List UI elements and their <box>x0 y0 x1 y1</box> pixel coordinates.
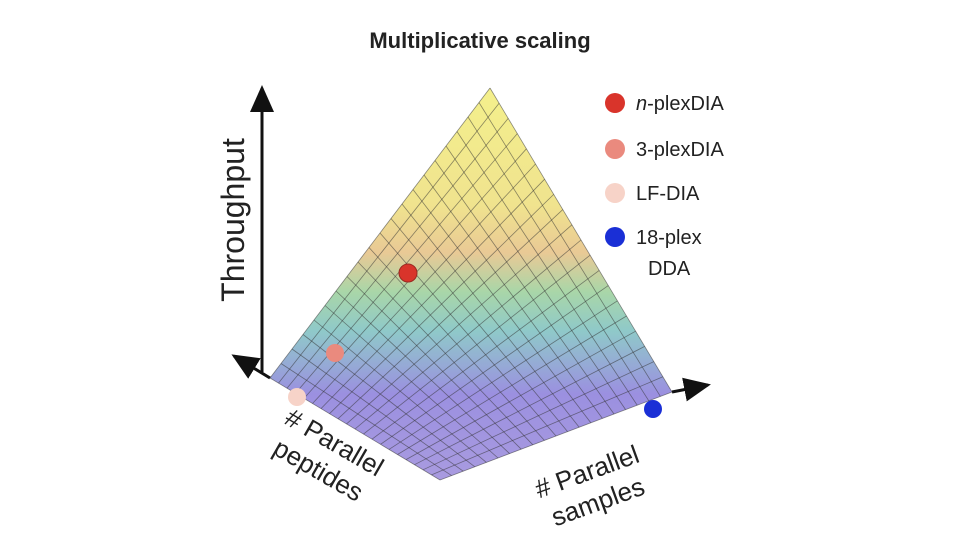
point <box>288 388 306 406</box>
legend-label: DDA <box>648 258 691 280</box>
legend-label-italic: n <box>636 93 647 115</box>
mesh-line <box>431 376 664 476</box>
legend-label: LF-DIA <box>636 183 700 205</box>
legend-marker <box>605 139 625 159</box>
mesh-line <box>422 361 654 471</box>
y-axis-label: Throughput <box>215 138 251 302</box>
legend-marker <box>605 93 625 113</box>
mesh-line <box>397 315 627 455</box>
point <box>644 400 662 418</box>
mesh-line <box>439 391 673 481</box>
title: Multiplicative scaling <box>369 28 590 53</box>
mesh-line <box>388 300 618 450</box>
mesh-line <box>445 145 626 410</box>
point <box>398 263 418 283</box>
mesh-line <box>405 330 636 460</box>
legend-label-rest: -plexDIA <box>647 93 724 115</box>
right-axis <box>671 377 711 402</box>
mesh <box>269 87 673 481</box>
legend-marker <box>605 227 625 247</box>
mesh-line <box>390 218 568 432</box>
mesh-line <box>371 270 600 440</box>
mesh-line <box>380 285 609 445</box>
legend: n-plexDIA 3-plexDIA LF-DIA 18-plex DDA <box>605 93 724 280</box>
mesh-line <box>414 346 645 466</box>
mesh-line <box>456 131 638 406</box>
left-axis <box>231 354 271 380</box>
mesh-line <box>363 254 591 435</box>
mesh-line <box>434 160 615 415</box>
legend-label: n-plexDIA <box>636 93 724 115</box>
mesh-line <box>401 203 580 428</box>
mesh-line <box>412 189 592 424</box>
legend-marker <box>605 183 625 203</box>
surface <box>270 88 672 480</box>
mesh-line <box>423 174 603 419</box>
mesh-line <box>489 87 673 393</box>
right-axis-label: # Parallel samples <box>531 439 649 532</box>
legend-label: 3-plexDIA <box>636 139 724 161</box>
point <box>326 344 344 362</box>
mesh-line <box>467 116 650 402</box>
mesh-line <box>478 102 661 397</box>
legend-label: 18-plex <box>636 227 702 249</box>
